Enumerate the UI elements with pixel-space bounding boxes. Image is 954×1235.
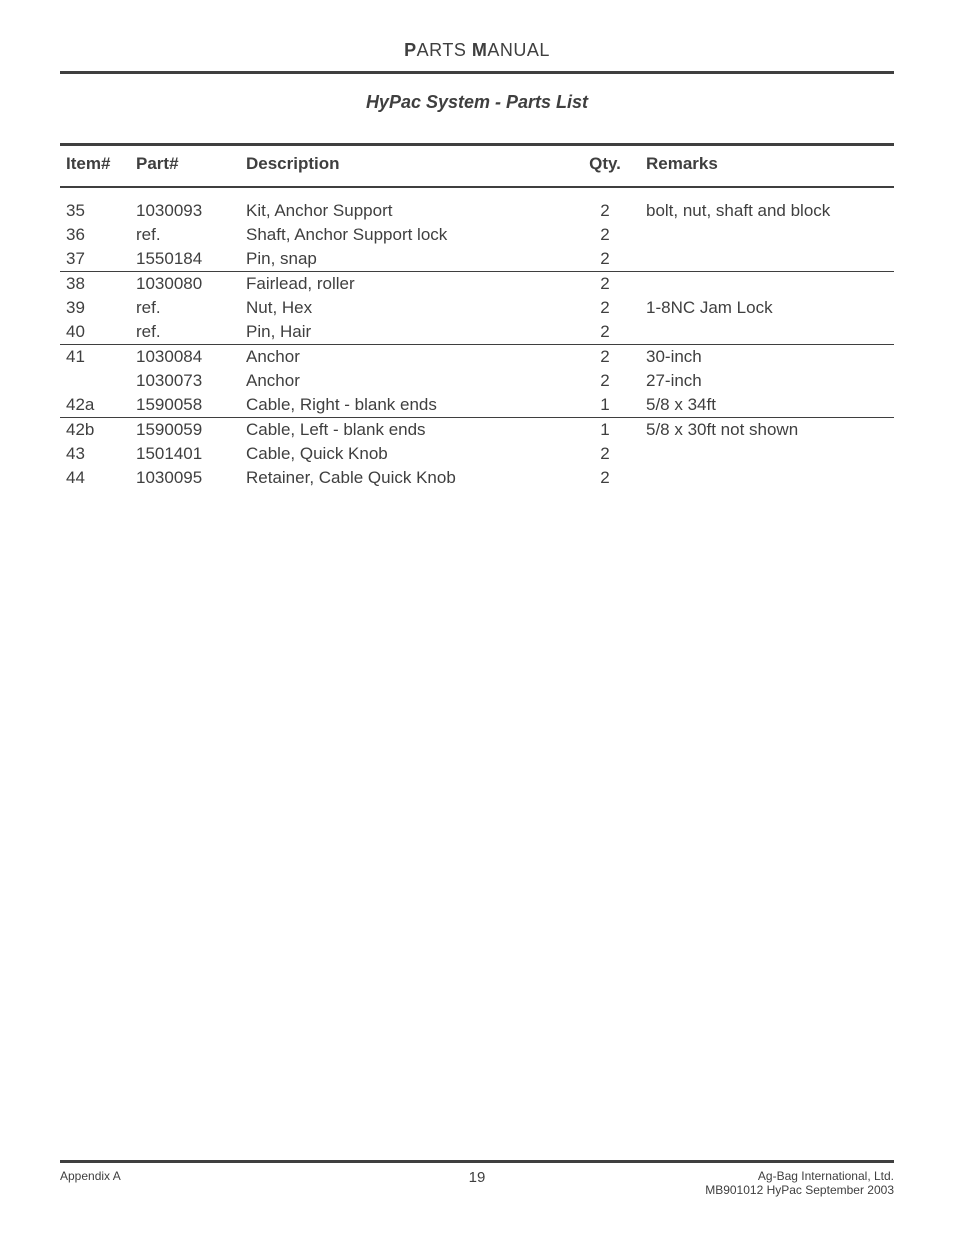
header-anual: ANUAL bbox=[487, 40, 550, 60]
table-row: 40ref.Pin, Hair2 bbox=[60, 320, 894, 345]
cell-remarks: 5/8 x 34ft bbox=[640, 393, 894, 418]
col-item: Item# bbox=[60, 145, 130, 188]
col-part: Part# bbox=[130, 145, 240, 188]
cell-item: 41 bbox=[60, 345, 130, 370]
cell-part: 1550184 bbox=[130, 247, 240, 272]
cell-part: 1590059 bbox=[130, 418, 240, 443]
cell-qty: 1 bbox=[570, 418, 640, 443]
cell-desc: Anchor bbox=[240, 369, 570, 393]
cell-part: 1030084 bbox=[130, 345, 240, 370]
cell-item: 42b bbox=[60, 418, 130, 443]
table-row: 36ref.Shaft, Anchor Support lock2 bbox=[60, 223, 894, 247]
cell-item: 42a bbox=[60, 393, 130, 418]
cell-desc: Cable, Left - blank ends bbox=[240, 418, 570, 443]
table-row: 42a1590058Cable, Right - blank ends15/8 … bbox=[60, 393, 894, 418]
col-qty: Qty. bbox=[570, 145, 640, 188]
parts-table: Item# Part# Description Qty. Remarks 351… bbox=[60, 143, 894, 490]
cell-item: 36 bbox=[60, 223, 130, 247]
cell-remarks: 5/8 x 30ft not shown bbox=[640, 418, 894, 443]
cell-remarks: 30-inch bbox=[640, 345, 894, 370]
cell-desc: Kit, Anchor Support bbox=[240, 199, 570, 223]
cell-part: 1501401 bbox=[130, 442, 240, 466]
header-arts: ARTS bbox=[417, 40, 467, 60]
table-row: 39ref.Nut, Hex21-8NC Jam Lock bbox=[60, 296, 894, 320]
cell-desc: Fairlead, roller bbox=[240, 272, 570, 297]
cell-desc: Retainer, Cable Quick Knob bbox=[240, 466, 570, 490]
table-header-row: Item# Part# Description Qty. Remarks bbox=[60, 145, 894, 188]
cell-qty: 2 bbox=[570, 223, 640, 247]
table-row: 351030093Kit, Anchor Support2bolt, nut, … bbox=[60, 199, 894, 223]
cell-part: ref. bbox=[130, 223, 240, 247]
table-row: 42b1590059Cable, Left - blank ends15/8 x… bbox=[60, 418, 894, 443]
cell-qty: 1 bbox=[570, 393, 640, 418]
footer-page-number: 19 bbox=[60, 1169, 894, 1186]
cell-part: 1030093 bbox=[130, 199, 240, 223]
table-row: 431501401Cable, Quick Knob2 bbox=[60, 442, 894, 466]
cell-qty: 2 bbox=[570, 369, 640, 393]
cell-item: 39 bbox=[60, 296, 130, 320]
table-row: 371550184Pin, snap2 bbox=[60, 247, 894, 272]
cell-desc: Pin, Hair bbox=[240, 320, 570, 345]
document-header: PARTS MANUAL bbox=[60, 40, 894, 74]
cell-item bbox=[60, 369, 130, 393]
table-row: 441030095Retainer, Cable Quick Knob2 bbox=[60, 466, 894, 490]
cell-item: 43 bbox=[60, 442, 130, 466]
col-desc: Description bbox=[240, 145, 570, 188]
cell-remarks bbox=[640, 272, 894, 297]
cell-desc: Cable, Quick Knob bbox=[240, 442, 570, 466]
cell-item: 37 bbox=[60, 247, 130, 272]
cell-part: 1030080 bbox=[130, 272, 240, 297]
cell-item: 35 bbox=[60, 199, 130, 223]
cell-desc: Pin, snap bbox=[240, 247, 570, 272]
cell-remarks bbox=[640, 223, 894, 247]
cell-desc: Cable, Right - blank ends bbox=[240, 393, 570, 418]
cell-qty: 2 bbox=[570, 320, 640, 345]
cell-qty: 2 bbox=[570, 272, 640, 297]
cell-item: 40 bbox=[60, 320, 130, 345]
col-remarks: Remarks bbox=[640, 145, 894, 188]
cell-part: 1030073 bbox=[130, 369, 240, 393]
cell-desc: Nut, Hex bbox=[240, 296, 570, 320]
header-p: P bbox=[404, 40, 417, 60]
header-m: M bbox=[466, 40, 487, 60]
cell-part: ref. bbox=[130, 320, 240, 345]
cell-remarks: bolt, nut, shaft and block bbox=[640, 199, 894, 223]
table-row: 1030073Anchor227-inch bbox=[60, 369, 894, 393]
cell-part: 1590058 bbox=[130, 393, 240, 418]
cell-qty: 2 bbox=[570, 345, 640, 370]
cell-item: 38 bbox=[60, 272, 130, 297]
table-row: 381030080Fairlead, roller2 bbox=[60, 272, 894, 297]
cell-remarks bbox=[640, 466, 894, 490]
cell-remarks: 1-8NC Jam Lock bbox=[640, 296, 894, 320]
cell-qty: 2 bbox=[570, 199, 640, 223]
cell-remarks bbox=[640, 442, 894, 466]
cell-qty: 2 bbox=[570, 466, 640, 490]
cell-desc: Anchor bbox=[240, 345, 570, 370]
cell-qty: 2 bbox=[570, 296, 640, 320]
cell-item: 44 bbox=[60, 466, 130, 490]
spacer-row bbox=[60, 187, 894, 199]
table-row: 411030084Anchor230-inch bbox=[60, 345, 894, 370]
cell-part: 1030095 bbox=[130, 466, 240, 490]
cell-qty: 2 bbox=[570, 442, 640, 466]
cell-remarks: 27-inch bbox=[640, 369, 894, 393]
cell-part: ref. bbox=[130, 296, 240, 320]
section-title: HyPac System - Parts List bbox=[60, 92, 894, 113]
cell-remarks bbox=[640, 320, 894, 345]
cell-remarks bbox=[640, 247, 894, 272]
cell-desc: Shaft, Anchor Support lock bbox=[240, 223, 570, 247]
cell-qty: 2 bbox=[570, 247, 640, 272]
page-footer: Appendix A 19 Ag-Bag International, Ltd.… bbox=[60, 1160, 894, 1197]
